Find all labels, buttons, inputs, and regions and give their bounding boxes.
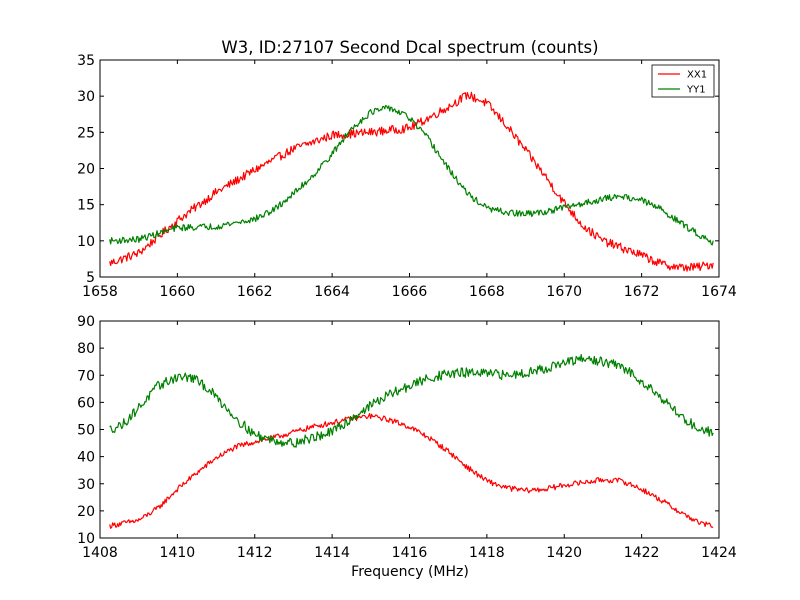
series-line-yy1 — [109, 104, 714, 246]
x-axis-label: Frequency (MHz) — [351, 564, 469, 580]
legend-box — [651, 64, 715, 98]
y-tick-label: 20 — [77, 162, 95, 178]
series-line-xx1 — [109, 413, 714, 529]
x-tick-label: 1414 — [314, 545, 350, 561]
x-tick-label: 1424 — [701, 545, 737, 561]
y-tick-label: 25 — [77, 125, 95, 141]
x-tick-label: 1422 — [624, 545, 660, 561]
y-tick-label: 30 — [77, 477, 95, 493]
x-tick-label: 1662 — [237, 284, 273, 300]
legend-label-xx1: XX1 — [687, 70, 707, 81]
x-tick-label: 1672 — [624, 284, 660, 300]
top-panel: W3, ID:27107 Second Dcal spectrum (count… — [77, 38, 737, 300]
x-tick-label: 1418 — [469, 545, 505, 561]
top-series-layer — [109, 91, 714, 272]
y-tick-label: 20 — [77, 504, 95, 520]
x-tick-label: 1412 — [237, 545, 273, 561]
x-tick-label: 1668 — [469, 284, 505, 300]
legend-label-yy1: YY1 — [686, 85, 706, 96]
x-tick-label: 1674 — [701, 284, 737, 300]
y-tick-label: 70 — [77, 368, 95, 384]
y-tick-label: 30 — [77, 89, 95, 105]
x-tick-label: 1408 — [82, 545, 118, 561]
y-tick-label: 40 — [77, 450, 95, 466]
bottom-series-layer — [109, 354, 714, 529]
y-tick-label: 80 — [77, 341, 95, 357]
x-tick-label: 1664 — [314, 284, 350, 300]
series-line-yy1 — [109, 354, 714, 448]
y-tick-label: 90 — [77, 314, 95, 330]
x-tick-label: 1670 — [546, 284, 582, 300]
x-tick-label: 1658 — [82, 284, 118, 300]
top-legend: XX1 YY1 — [651, 64, 715, 98]
y-tick-label: 5 — [86, 270, 95, 286]
y-tick-label: 60 — [77, 395, 95, 411]
chart-title: W3, ID:27107 Second Dcal spectrum (count… — [221, 38, 598, 57]
bottom-panel: 1408 1410 1412 1414 1416 1418 1420 1422 1424 10 20… — [77, 314, 737, 580]
x-tick-label: 1666 — [392, 284, 428, 300]
x-tick-label: 1660 — [160, 284, 196, 300]
top-tick-layer: 1658 1660 1662 1664 1666 1668 1670 1672 1674 5 10 1… — [77, 53, 737, 300]
x-tick-label: 1420 — [546, 545, 582, 561]
x-tick-label: 1410 — [160, 545, 196, 561]
y-tick-label: 10 — [77, 531, 95, 547]
bottom-plot-area — [100, 321, 719, 538]
top-axes-frame — [99, 59, 720, 278]
y-tick-label: 35 — [77, 53, 95, 69]
y-tick-label: 50 — [77, 423, 95, 439]
top-plot-area — [100, 60, 719, 277]
bottom-axes-frame — [99, 320, 720, 539]
y-tick-label: 10 — [77, 234, 95, 250]
x-tick-label: 1416 — [392, 545, 428, 561]
y-tick-label: 15 — [77, 198, 95, 214]
series-line-xx1 — [109, 91, 714, 272]
